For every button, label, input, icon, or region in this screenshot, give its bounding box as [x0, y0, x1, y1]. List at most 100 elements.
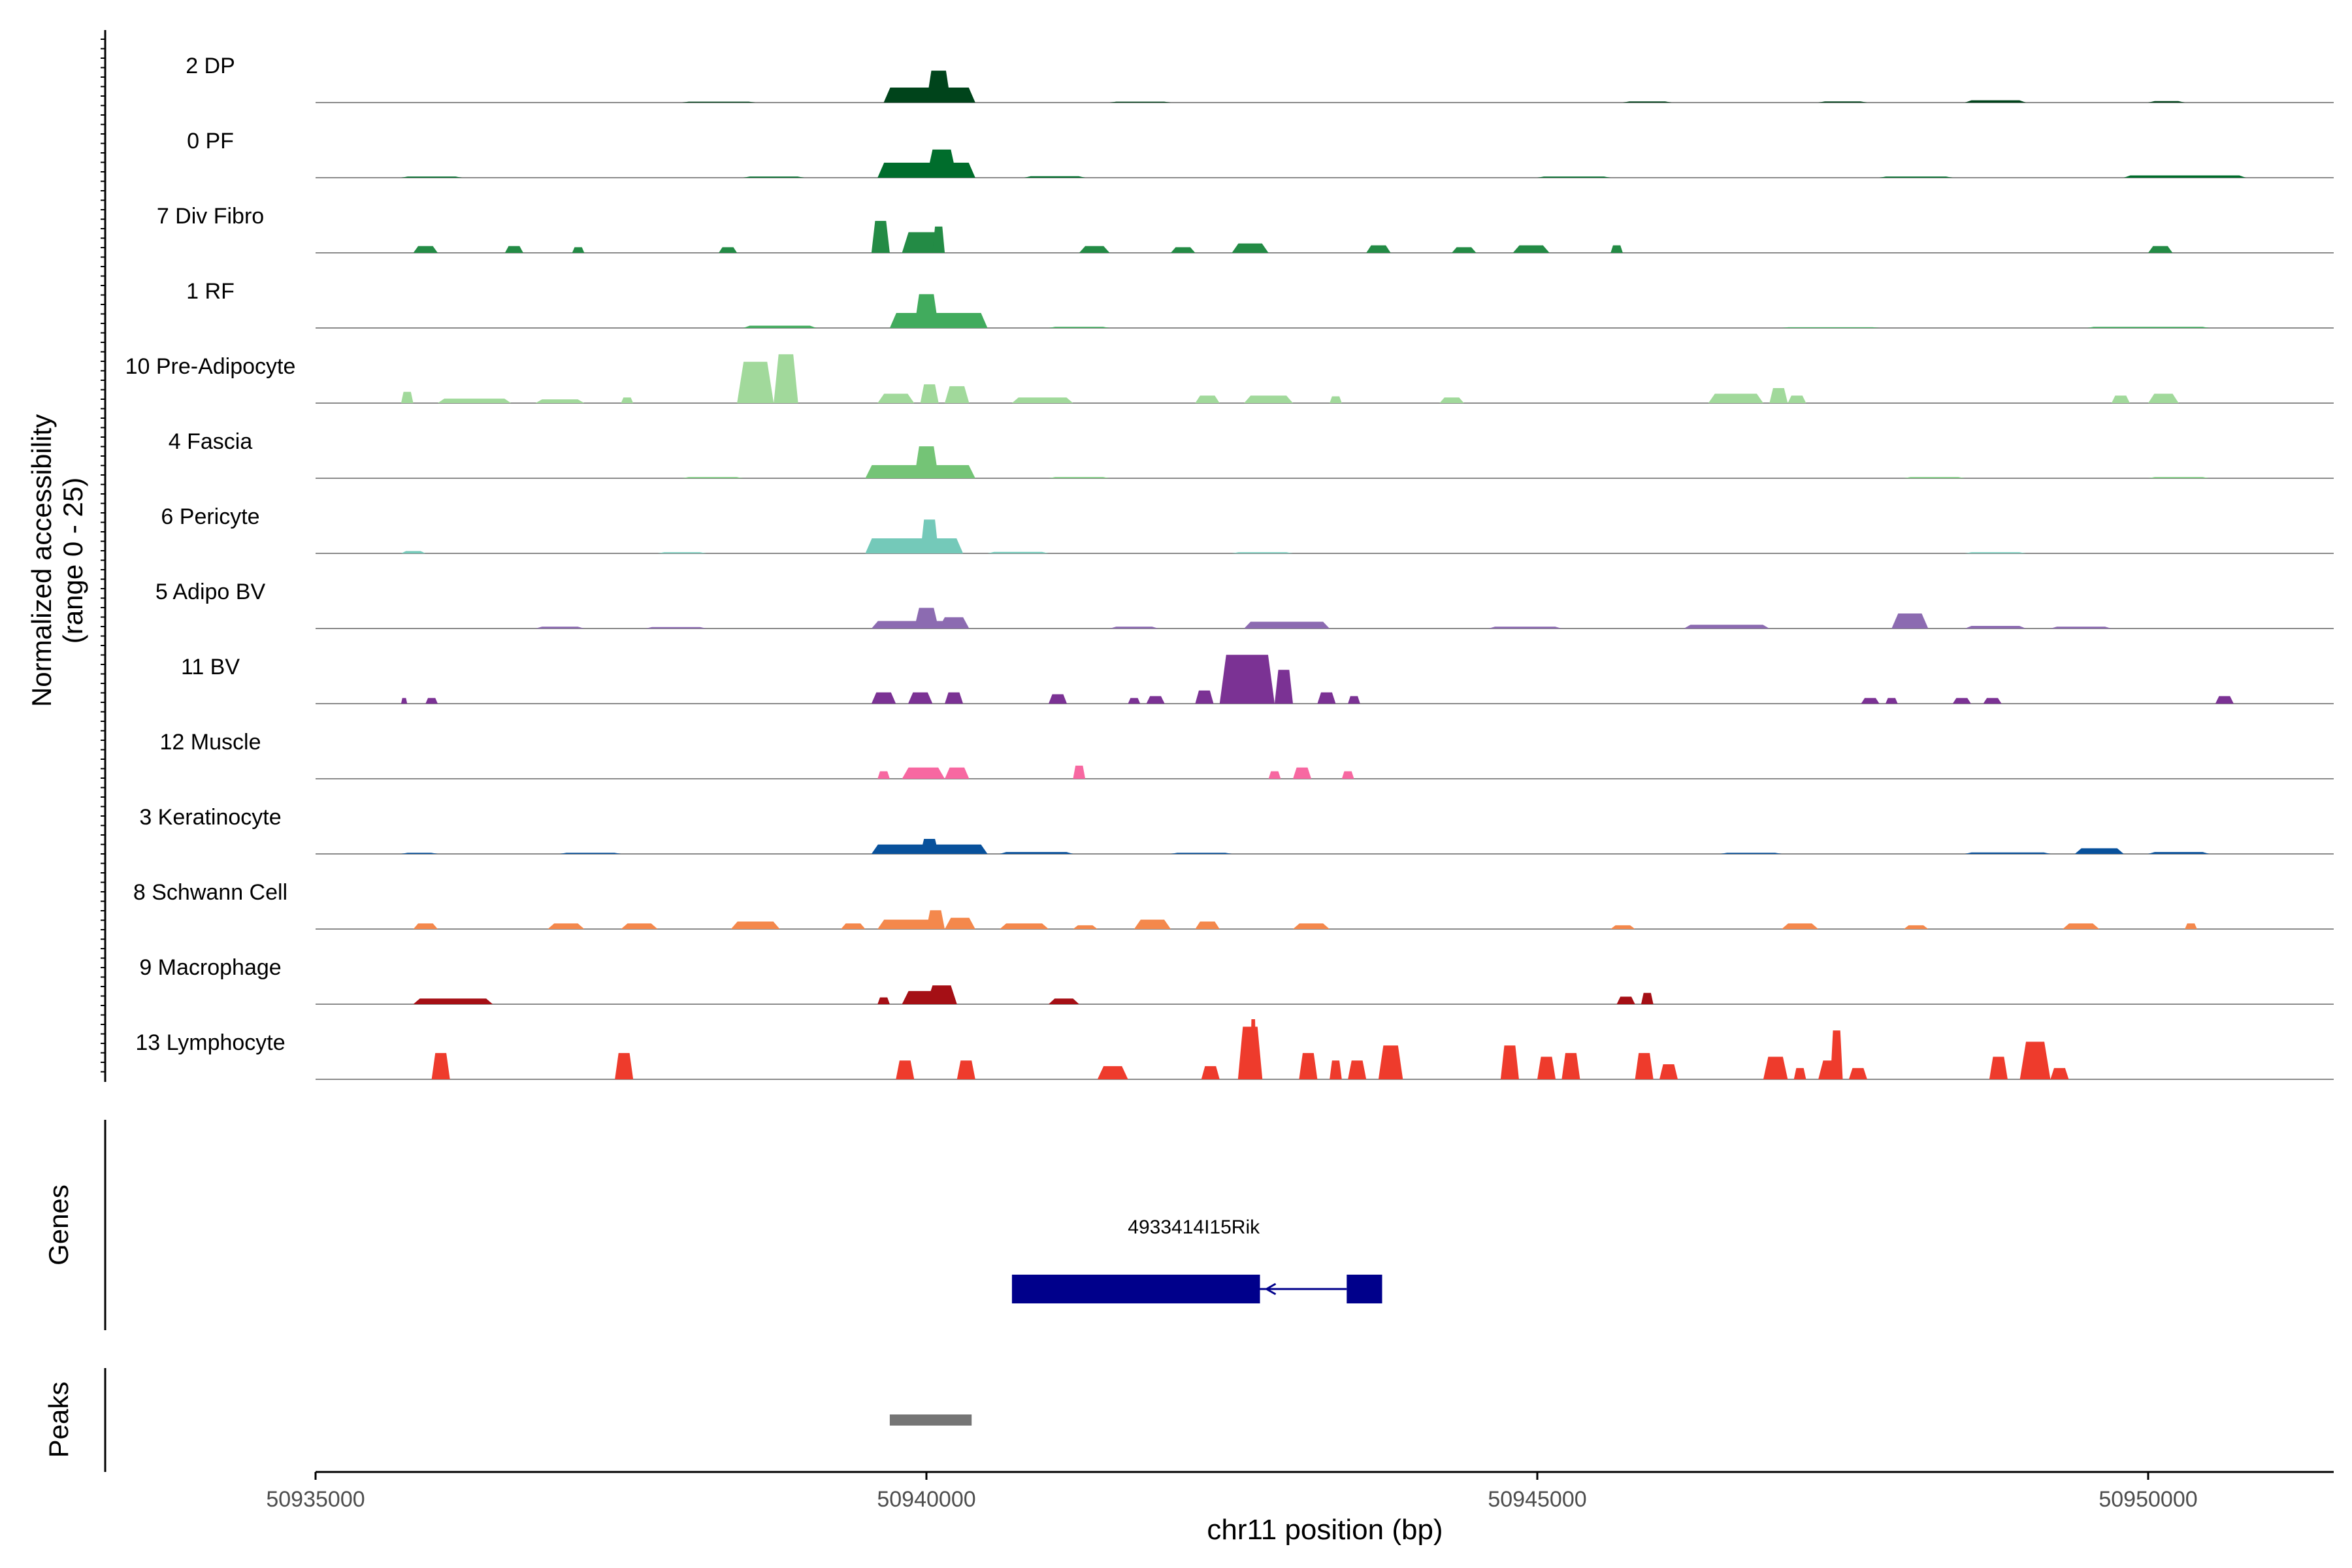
- coverage-peak: [1830, 1030, 1843, 1079]
- coverage-peak: [400, 551, 426, 553]
- coverage-peak: [1348, 1060, 1367, 1079]
- coverage-peak: [926, 149, 957, 178]
- coverage-peak: [1293, 767, 1312, 779]
- coverage-peak: [1049, 477, 1110, 478]
- coverage-peak: [1011, 397, 1073, 403]
- track-label: 10 Pre-Adipocyte: [125, 354, 296, 379]
- coverage-peak: [621, 923, 658, 929]
- coverage-peak: [902, 767, 945, 779]
- track-label: 7 Div Fibro: [157, 204, 264, 229]
- coverage-peak: [1293, 923, 1330, 929]
- track-14: 13 Lymphocyte: [135, 1019, 2334, 1080]
- coverage-peak: [400, 176, 463, 178]
- coverage-peak: [920, 519, 939, 553]
- peaks-panel-label: Peaks: [43, 1382, 74, 1458]
- coverage-peak: [932, 226, 945, 253]
- coverage-peak: [1378, 1045, 1403, 1079]
- coverage-peak: [1769, 388, 1788, 403]
- coverage-peak: [920, 839, 939, 854]
- coverage-peak: [1079, 246, 1110, 253]
- coverage-peak: [1861, 698, 1880, 704]
- coverage-peak: [2087, 327, 2210, 328]
- coverage-peak: [547, 923, 585, 929]
- track-11: 3 Keratinocyte: [139, 805, 2334, 855]
- coverage-peak: [1244, 395, 1293, 403]
- coverage-peak: [682, 101, 756, 103]
- coverage-y-axis-ticks: [101, 39, 105, 1073]
- coverage-peak: [2123, 175, 2246, 178]
- coverage-peak: [1965, 552, 2026, 553]
- peak-region-track: [889, 1414, 972, 1426]
- coverage-peak: [400, 853, 438, 854]
- coverage-peak: [1201, 1066, 1220, 1079]
- coverage-peak: [1128, 698, 1141, 704]
- coverage-peak: [1146, 696, 1165, 704]
- track-label: 9 Macrophage: [139, 955, 281, 980]
- track-13: 9 Macrophage: [139, 955, 2334, 1005]
- track-6: 4 Fascia: [169, 429, 2334, 479]
- track-label: 0 PF: [187, 129, 234, 154]
- coverage-peak: [877, 997, 890, 1004]
- coverage-peak: [1788, 395, 1806, 403]
- coverage-peak: [1500, 1045, 1519, 1079]
- coverage-peak: [1989, 1056, 2008, 1079]
- coverage-peak: [743, 176, 804, 178]
- coverage-peak: [1219, 655, 1275, 704]
- coverage-peak: [645, 627, 707, 629]
- coverage-peak: [743, 325, 817, 328]
- x-tick-label: 50940000: [877, 1487, 975, 1512]
- coverage-peak: [1244, 621, 1330, 629]
- gene-strand-arrow: [1264, 1282, 1277, 1296]
- genes-panel-label: Genes: [43, 1184, 74, 1266]
- coverage-peak: [1000, 852, 1073, 854]
- coverage-peak: [1720, 853, 1782, 854]
- coverage-peak: [1616, 996, 1635, 1004]
- coverage-peak: [1171, 853, 1232, 854]
- gene-name-label: 4933414I15Rik: [1128, 1217, 1260, 1238]
- coverage-peak: [1684, 625, 1770, 629]
- coverage-peak: [926, 985, 957, 1004]
- coverage-peak: [1452, 247, 1477, 253]
- coverage-peak: [1237, 1026, 1263, 1079]
- coverage-peak: [2148, 852, 2210, 854]
- coverage-peak: [1965, 852, 2051, 854]
- coverage-peak: [2050, 627, 2112, 629]
- coverage-peak: [1708, 393, 1763, 403]
- coverage-peak: [400, 698, 408, 704]
- coverage-peak: [1274, 670, 1293, 704]
- coverage-peak: [2185, 923, 2197, 929]
- coverage-peak: [1904, 925, 1929, 929]
- gene-exon: [1347, 1275, 1382, 1303]
- coverage-peak: [945, 692, 964, 704]
- coverage-peak: [1195, 921, 1220, 929]
- coverage-peak: [1641, 992, 1654, 1004]
- track-10: 12 Muscle: [160, 730, 2334, 779]
- coverage-peak: [1330, 396, 1342, 403]
- track-4: 1 RF: [186, 279, 2334, 329]
- coverage-peak: [1512, 245, 1550, 253]
- coverage-peak: [920, 384, 939, 403]
- coverage-peak: [938, 617, 970, 629]
- coverage-peak: [1049, 694, 1068, 704]
- x-axis-title: chr11 position (bp): [1207, 1514, 1443, 1546]
- track-2: 0 PF: [187, 129, 2334, 178]
- coverage-peak: [1983, 698, 2002, 704]
- coverage-peak: [1488, 627, 1562, 629]
- track-label: 8 Schwann Cell: [133, 880, 287, 905]
- track-label: 13 Lymphocyte: [135, 1030, 285, 1055]
- coverage-peak: [1268, 771, 1281, 779]
- track-label: 4 Fascia: [169, 429, 253, 454]
- coverage-peak: [1848, 1068, 1867, 1079]
- coverage-peak: [1024, 176, 1086, 178]
- coverage-peak: [1195, 690, 1214, 704]
- coverage-peak: [1763, 1056, 1788, 1079]
- coverage-peak: [682, 477, 743, 478]
- coverage-peak: [1793, 1068, 1806, 1079]
- x-axis-ticks: 50935000 50940000 50945000 50950000: [266, 1472, 2198, 1512]
- coverage-peak: [877, 393, 915, 403]
- coverage-peak: [1782, 327, 1880, 328]
- coverage-peak: [2111, 395, 2130, 403]
- coverage-peak: [621, 397, 634, 403]
- coverage-peak: [2019, 1041, 2051, 1079]
